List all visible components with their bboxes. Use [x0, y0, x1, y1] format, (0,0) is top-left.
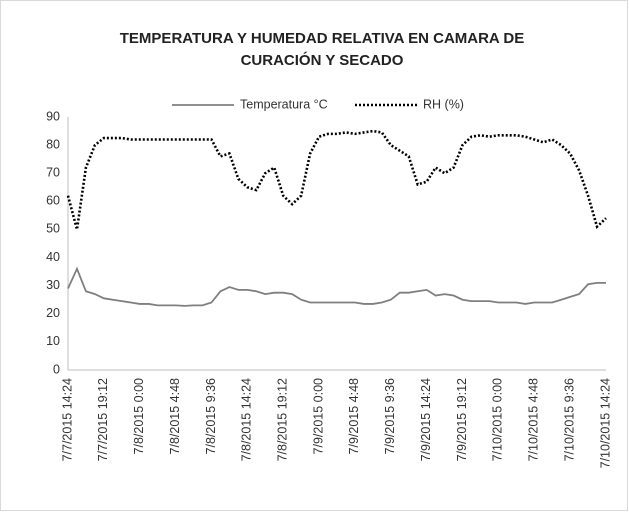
x-tick-label: 7/7/2015 19:12	[96, 378, 110, 461]
x-tick-label: 7/10/2015 0:00	[491, 378, 505, 461]
x-tick-label: 7/8/2015 4:48	[168, 378, 182, 455]
y-tick-label: 0	[53, 362, 60, 376]
x-tick-label: 7/8/2015 19:12	[275, 378, 289, 461]
x-tick-label: 7/9/2015 14:24	[419, 378, 433, 461]
x-tick-label: 7/9/2015 4:48	[347, 378, 361, 455]
y-tick-label: 80	[46, 137, 60, 151]
y-tick-label: 30	[46, 278, 60, 292]
chart-title: TEMPERATURA Y HUMEDAD RELATIVA EN CAMARA…	[119, 30, 525, 69]
y-tick-label: 20	[46, 306, 60, 320]
x-tick-label: 7/7/2015 14:24	[60, 378, 74, 461]
series-line	[67, 266, 606, 307]
series-line	[66, 129, 607, 230]
legend-label: Temperatura °C	[240, 97, 328, 111]
x-tick-label: 7/10/2015 4:48	[527, 378, 541, 461]
legend-label: RH (%)	[423, 97, 464, 111]
y-tick-label: 60	[46, 194, 60, 208]
x-tick-label: 7/9/2015 9:36	[383, 378, 397, 455]
y-tick-label: 70	[46, 166, 60, 180]
x-tick-label: 7/8/2015 14:24	[240, 378, 254, 461]
y-tick-label: 90	[46, 109, 60, 123]
x-tick-label: 7/9/2015 0:00	[311, 378, 325, 455]
x-tick-label: 7/10/2015 14:24	[598, 378, 612, 468]
x-tick-label: 7/8/2015 9:36	[204, 378, 218, 455]
x-tick-label: 7/10/2015 9:36	[562, 378, 576, 461]
x-tick-label: 7/8/2015 0:00	[132, 378, 146, 455]
y-tick-label: 10	[46, 334, 60, 348]
y-tick-label: 40	[46, 250, 60, 264]
x-tick-label: 7/9/2015 19:12	[455, 378, 469, 461]
y-tick-label: 50	[46, 222, 60, 236]
